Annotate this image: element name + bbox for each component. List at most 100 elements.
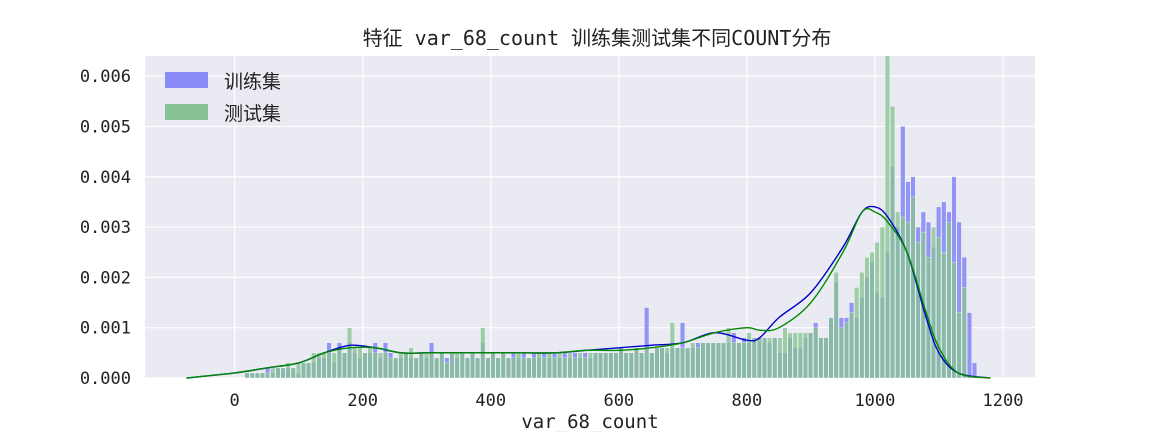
histogram-bar-test	[372, 352, 378, 379]
histogram-bar-test	[941, 252, 947, 379]
histogram-bar-test	[849, 312, 854, 379]
histogram-bar-test	[290, 367, 296, 379]
histogram-bar-test	[639, 352, 644, 379]
histogram-bar-test	[577, 352, 583, 379]
histogram-bar-test	[649, 352, 655, 379]
histogram-bar-test	[557, 352, 563, 379]
histogram-bar-test	[951, 262, 957, 379]
histogram-bar-test	[608, 352, 614, 379]
histogram-bar-test	[659, 347, 665, 379]
histogram-bar-test	[311, 352, 317, 379]
histogram-bar-test	[828, 317, 834, 379]
histogram-bar-test	[418, 352, 424, 379]
x-axis-title: var_68_count	[521, 411, 658, 432]
histogram-bar-test	[301, 362, 306, 379]
histogram-bar-test	[352, 347, 358, 379]
histogram-bar-test	[249, 372, 255, 379]
histogram-bar-test	[890, 106, 895, 379]
histogram-bar-train	[966, 312, 972, 379]
kde-curve-test	[186, 207, 991, 379]
histogram-bar-test	[961, 287, 967, 379]
histogram-bar-test	[874, 242, 880, 379]
histogram-bar-test	[910, 196, 916, 379]
histogram-bar-test	[536, 352, 542, 379]
histogram-bar-test	[762, 337, 767, 379]
histogram-bar-test	[521, 357, 527, 379]
histogram-bar-test	[572, 357, 578, 379]
histogram-bar-test	[470, 352, 475, 379]
histogram-bar-test	[500, 352, 506, 379]
histogram-bar-test	[562, 357, 568, 379]
histogram-bar-test	[316, 352, 322, 379]
histogram-bar-test	[869, 252, 875, 379]
legend-label-test: 测试集	[224, 103, 281, 125]
y-tick-label: 0.004	[80, 168, 131, 188]
y-tick-label: 0.000	[80, 369, 131, 389]
histogram-bar-test	[424, 352, 429, 379]
histogram-bar-test	[275, 367, 281, 379]
histogram-bar-test	[736, 342, 742, 379]
histogram-bar-test	[429, 352, 434, 379]
histogram-bar-test	[244, 372, 250, 379]
legend-swatch-train	[165, 72, 208, 88]
histogram-bar-test	[931, 226, 936, 379]
histogram-bar-test	[603, 352, 609, 379]
histogram-bar-test	[741, 342, 747, 379]
histogram-bar-test	[700, 342, 706, 379]
histogram-bar-test	[895, 211, 901, 379]
histogram-bar-test	[593, 352, 598, 379]
histogram-bar-test	[710, 342, 716, 379]
histogram-bar-test	[946, 221, 952, 379]
histogram-bar-test	[756, 337, 762, 379]
histogram-bar-test	[388, 357, 393, 379]
histogram-bar-test	[721, 342, 726, 379]
histogram-bar-test	[905, 221, 911, 379]
histogram-bar-test	[403, 352, 409, 379]
histogram-bar-train	[972, 362, 977, 379]
kde-curves	[186, 205, 991, 379]
histogram-bar-test	[495, 357, 501, 379]
histogram-bar-test	[751, 337, 757, 379]
histogram-bar-test	[879, 226, 885, 379]
histogram-bar-test	[362, 352, 368, 379]
y-tick-label: 0.001	[80, 319, 131, 339]
histogram-bar-test	[321, 352, 327, 379]
histogram-bar-test	[357, 347, 363, 379]
histogram-bar-test	[459, 352, 465, 379]
x-tick-label: 1000	[854, 391, 895, 411]
histogram-bar-test	[695, 347, 701, 379]
histogram-bar-test	[270, 367, 276, 379]
histogram-bar-test	[377, 352, 383, 379]
histogram-bar-test	[265, 372, 271, 379]
histogram-bar-test	[326, 352, 332, 379]
histogram-bar-test	[680, 347, 685, 379]
histogram-bar-test	[838, 327, 844, 379]
histogram-bar-test	[444, 362, 450, 379]
histogram-bar-test	[598, 352, 603, 379]
histogram-bar-test	[654, 347, 660, 379]
histogram-bar-test	[449, 352, 455, 379]
histogram-bar-test	[613, 352, 619, 379]
histogram-bar-test	[505, 357, 511, 379]
histogram-bar-test	[454, 352, 460, 379]
histogram-bar-test	[342, 352, 347, 379]
histogram-bar-test	[705, 342, 711, 379]
histogram-bar-test	[808, 332, 814, 379]
x-tick-label: 600	[603, 391, 634, 411]
histogram-bar-test	[546, 352, 552, 379]
histogram-bar-test	[685, 347, 691, 379]
histogram-bar-test	[254, 372, 260, 379]
kde-curve-train	[186, 205, 991, 379]
histogram-bar-test	[490, 352, 496, 379]
legend-swatch-test	[165, 104, 208, 120]
histogram-bar-test	[644, 347, 650, 379]
histogram-bar-test	[285, 362, 291, 379]
histogram-bar-test	[531, 357, 537, 379]
histogram-bar-test	[787, 332, 793, 379]
histogram-bars	[244, 55, 977, 379]
histogram-bar-test	[864, 257, 870, 379]
histogram-bar-test	[844, 322, 849, 379]
chart-title: 特征 var_68_count 训练集测试集不同COUNT分布	[363, 26, 832, 50]
histogram-bar-test	[439, 352, 445, 379]
